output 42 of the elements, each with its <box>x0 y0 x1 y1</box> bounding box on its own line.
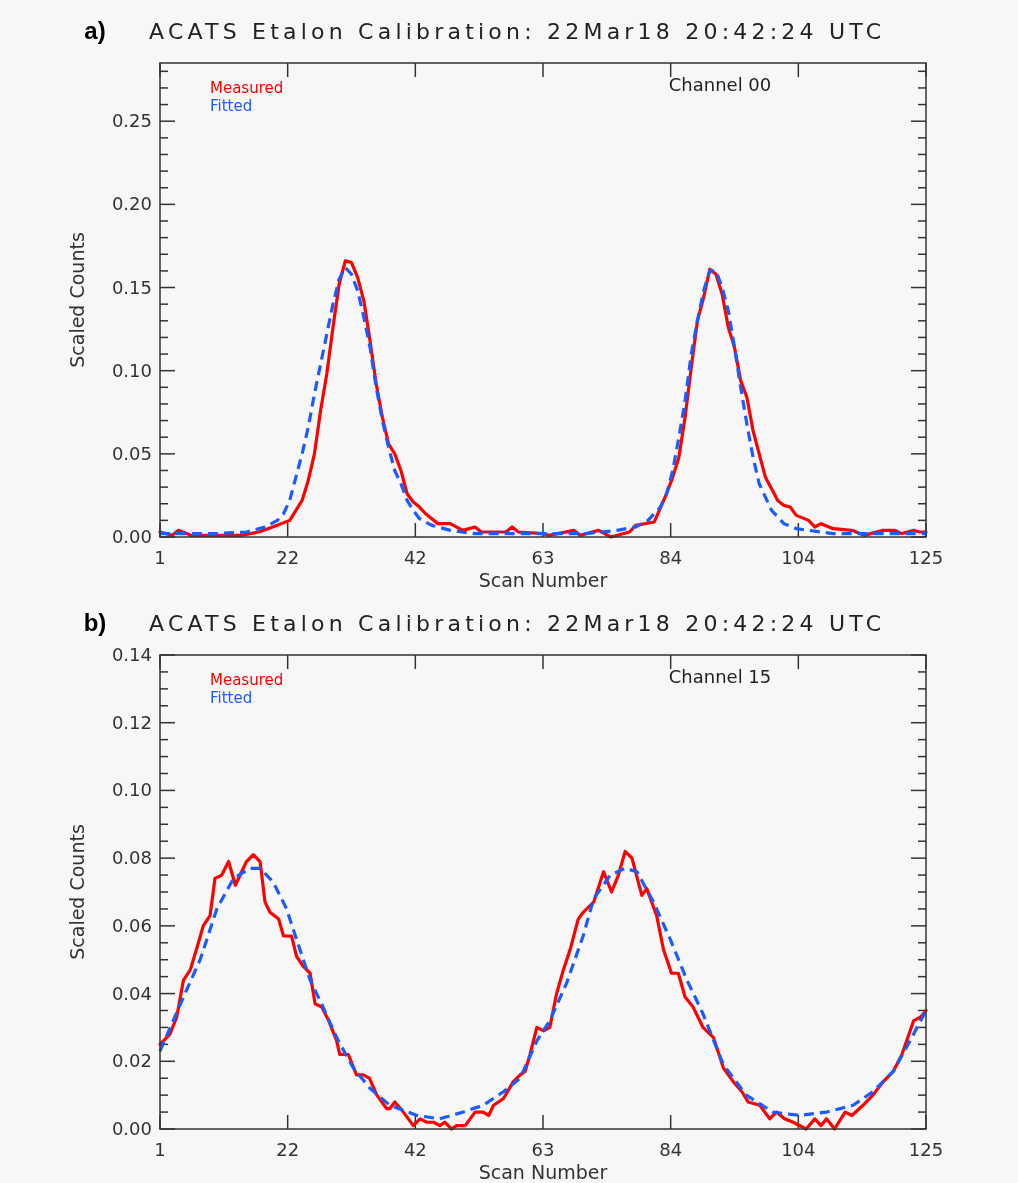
x-axis-title: Scan Number <box>478 569 608 591</box>
x-tick-label: 22 <box>276 1139 300 1160</box>
y-tick-label: 0.20 <box>111 193 152 215</box>
text: Measured <box>210 671 284 689</box>
annotation: Channel 00 <box>668 74 772 95</box>
y-tick-label: 0.12 <box>111 711 152 733</box>
x-tick-label: 63 <box>531 1139 555 1160</box>
x-axis-title: Scan Number <box>478 1161 608 1183</box>
y-axis-title: Scaled Counts <box>66 232 88 368</box>
x-tick-label: 84 <box>659 1139 683 1160</box>
text: Fitted <box>210 689 253 707</box>
y-tick-label: 0.08 <box>111 847 152 869</box>
chart-title: ACATS Etalon Calibration: 22Mar18 20:42:24 UTC <box>149 19 881 44</box>
text: b) <box>83 609 107 636</box>
y-tick-label: 0.14 <box>111 644 152 665</box>
x-tick-label: 63 <box>531 547 555 568</box>
x-tick-label: 84 <box>659 547 683 568</box>
y-tick-label: 0.00 <box>111 526 152 547</box>
y-tick-label: 0.05 <box>111 442 152 464</box>
text: a) <box>84 17 106 44</box>
y-tick-label: 0.10 <box>111 359 152 381</box>
y-tick-label: 0.00 <box>111 1118 152 1139</box>
x-tick-label: 1 <box>154 547 166 568</box>
x-tick-label: 104 <box>781 1139 816 1160</box>
y-tick-label: 0.10 <box>111 779 152 801</box>
y-tick-label: 0.15 <box>111 276 152 298</box>
x-tick-label: 22 <box>276 547 300 568</box>
y-tick-label: 0.04 <box>111 982 152 1004</box>
annotation: Channel 15 <box>668 666 772 687</box>
text: Fitted <box>210 97 253 115</box>
x-tick-label: 125 <box>908 547 944 568</box>
x-tick-label: 1 <box>154 1139 166 1160</box>
y-tick-label: 0.25 <box>111 110 152 132</box>
text: Measured <box>210 79 284 97</box>
y-axis-title: Scaled Counts <box>66 824 88 960</box>
chart-title: ACATS Etalon Calibration: 22Mar18 20:42:24 UTC <box>149 611 881 636</box>
x-tick-label: 42 <box>403 1139 427 1160</box>
x-tick-label: 125 <box>908 1139 944 1160</box>
y-tick-label: 0.06 <box>111 914 152 936</box>
x-tick-label: 104 <box>781 547 816 568</box>
x-tick-label: 42 <box>403 547 427 568</box>
y-tick-label: 0.02 <box>111 1050 152 1072</box>
